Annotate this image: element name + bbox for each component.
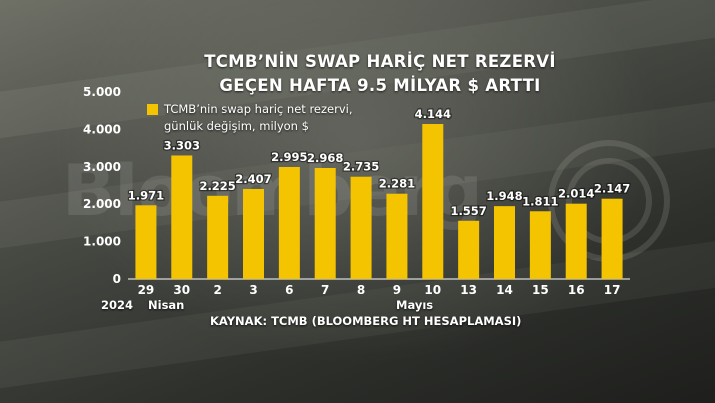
data-label: 2.407 xyxy=(235,172,271,186)
data-label: 2.995 xyxy=(271,150,307,164)
x-tick-label: 10 xyxy=(424,283,441,297)
x-tick-label: 29 xyxy=(138,283,155,297)
bar xyxy=(494,206,515,279)
data-label: 4.144 xyxy=(415,107,451,121)
data-label: 1.811 xyxy=(522,194,558,208)
data-label: 2.735 xyxy=(343,160,379,174)
bar xyxy=(207,195,229,279)
x-tick-label: 15 xyxy=(532,283,549,297)
x-tick-label: 30 xyxy=(173,283,190,297)
source-note: KAYNAK: TCMB (BLOOMBERG HT HESAPLAMASI) xyxy=(210,314,522,328)
x-tick-label: 13 xyxy=(460,283,477,297)
data-label: 2.281 xyxy=(379,177,415,191)
x-tick-label: 14 xyxy=(496,283,513,297)
data-label: 1.948 xyxy=(486,189,522,203)
x-tick-label: 3 xyxy=(249,283,257,297)
bar xyxy=(350,176,372,279)
bar xyxy=(565,203,587,279)
legend-swatch xyxy=(147,104,158,115)
legend: TCMB’nin swap hariç net rezervi, günlük … xyxy=(147,101,374,135)
legend-text: TCMB’nin swap hariç net rezervi, günlük … xyxy=(164,101,374,135)
bar xyxy=(422,124,444,279)
x-tick-label: 8 xyxy=(357,283,365,297)
data-label: 3.303 xyxy=(164,138,200,152)
y-tick-label: 2.000 xyxy=(83,197,121,211)
year-label: 2024 xyxy=(101,298,134,312)
y-tick-label: 4.000 xyxy=(83,122,121,136)
bar xyxy=(243,188,264,279)
watermark: Bloomberg xyxy=(62,150,483,232)
chart-title-line-2: GEÇEN HAFTA 9.5 MİLYAR $ ARTTI xyxy=(219,76,541,95)
x-tick-label: 2 xyxy=(213,283,221,297)
data-label: 2.147 xyxy=(594,182,630,196)
data-label: 1.557 xyxy=(450,204,486,218)
data-label: 2.014 xyxy=(558,187,594,201)
bar xyxy=(171,155,193,279)
y-tick-label: 0 xyxy=(113,272,121,286)
bar xyxy=(458,220,480,279)
month-label-mayis: Mayıs xyxy=(396,298,434,312)
data-label: 2.225 xyxy=(199,179,235,193)
x-tick-label: 17 xyxy=(604,283,621,297)
legend-text-line-2: günlük değişim, milyon $ xyxy=(164,119,309,133)
data-label: 1.971 xyxy=(128,188,164,202)
x-tick-label: 16 xyxy=(568,283,585,297)
y-tick-label: 3.000 xyxy=(83,160,121,174)
y-tick-label: 5.000 xyxy=(83,85,121,99)
x-tick-label: 6 xyxy=(285,283,293,297)
x-tick-label: 7 xyxy=(321,283,329,297)
bar xyxy=(529,211,551,279)
bar xyxy=(135,205,157,279)
month-label-nisan: Nisan xyxy=(148,298,185,312)
chart-title-line-1: TCMB’NİN SWAP HARİÇ NET REZERVİ xyxy=(204,52,556,71)
data-label: 2.968 xyxy=(307,151,343,165)
x-tick-label: 9 xyxy=(393,283,401,297)
bar xyxy=(278,166,300,279)
y-tick-label: 1.000 xyxy=(83,235,121,249)
bar xyxy=(386,193,408,279)
legend-text-line-1: TCMB’nin swap hariç net rezervi, xyxy=(164,102,353,116)
bar xyxy=(601,198,623,279)
bar xyxy=(314,167,336,279)
